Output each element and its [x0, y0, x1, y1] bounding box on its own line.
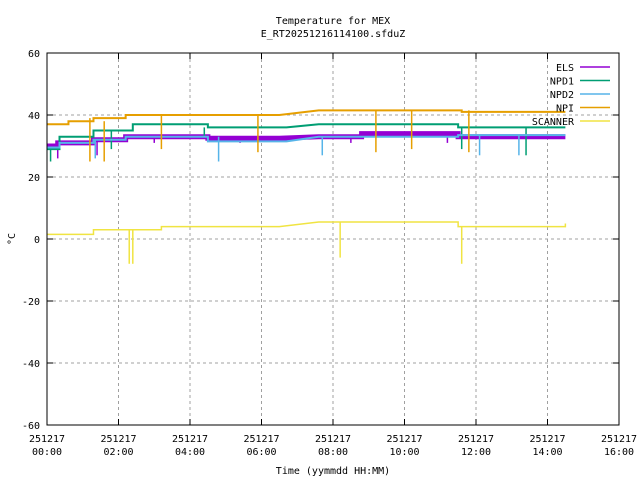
- x-tick-time: 06:00: [246, 447, 276, 458]
- x-tick-date: 251217: [386, 434, 422, 445]
- legend-label-npd1: NPD1: [550, 77, 574, 88]
- series-line-scanner: [47, 221, 567, 236]
- x-tick-time: 12:00: [461, 447, 491, 458]
- y-tick-label: -20: [22, 297, 40, 308]
- x-tick-time: 10:00: [389, 447, 419, 458]
- y-axis-label: °C: [7, 233, 18, 245]
- x-axis-label: Time (yymmdd HH:MM): [276, 466, 390, 477]
- series-line-npi: [47, 109, 566, 126]
- y-tick-label: -60: [22, 421, 40, 432]
- x-tick-date: 251217: [243, 434, 279, 445]
- legend-label-npd2: NPD2: [550, 90, 574, 101]
- x-tick-time: 04:00: [175, 447, 205, 458]
- chart-subtitle: E_RT20251216114100.sfduZ: [261, 29, 406, 40]
- x-tick-date: 251217: [601, 434, 637, 445]
- axis-ticks: 60 40 20 0 -20 -40 -60 251217 00:00 251217 02:00 25…: [22, 49, 637, 458]
- series-npd1: [47, 123, 566, 162]
- y-tick-label: 20: [28, 173, 40, 184]
- legend-label-els: ELS: [556, 63, 574, 74]
- y-tick-label: 40: [28, 111, 40, 122]
- x-tick-time: 14:00: [532, 447, 562, 458]
- series-lines: [47, 109, 567, 264]
- y-tick-label: -40: [22, 359, 40, 370]
- series-npi: [47, 109, 566, 162]
- x-tick-date: 251217: [315, 434, 351, 445]
- x-tick-date: 251217: [458, 434, 494, 445]
- legend-label-scanner: SCANNER: [532, 117, 575, 128]
- x-tick-time: 08:00: [318, 447, 348, 458]
- x-tick-time: 02:00: [103, 447, 133, 458]
- y-tick-label: 60: [28, 49, 40, 60]
- series-line-npd1: [47, 123, 566, 151]
- y-tick-label: 0: [34, 235, 40, 246]
- chart-title: Temperature for MEX: [276, 16, 390, 27]
- series-scanner: [47, 221, 567, 264]
- x-tick-date: 251217: [172, 434, 208, 445]
- legend: ELS NPD1 NPD2 NPI SCANNER: [532, 63, 610, 128]
- series-line-npd2: [47, 134, 566, 149]
- x-tick-date: 251217: [100, 434, 136, 445]
- x-tick-time: 00:00: [32, 447, 62, 458]
- x-tick-time: 16:00: [604, 447, 634, 458]
- x-tick-date: 251217: [29, 434, 65, 445]
- legend-label-npi: NPI: [556, 104, 574, 115]
- series-npd2: [47, 134, 566, 162]
- x-tick-date: 251217: [529, 434, 565, 445]
